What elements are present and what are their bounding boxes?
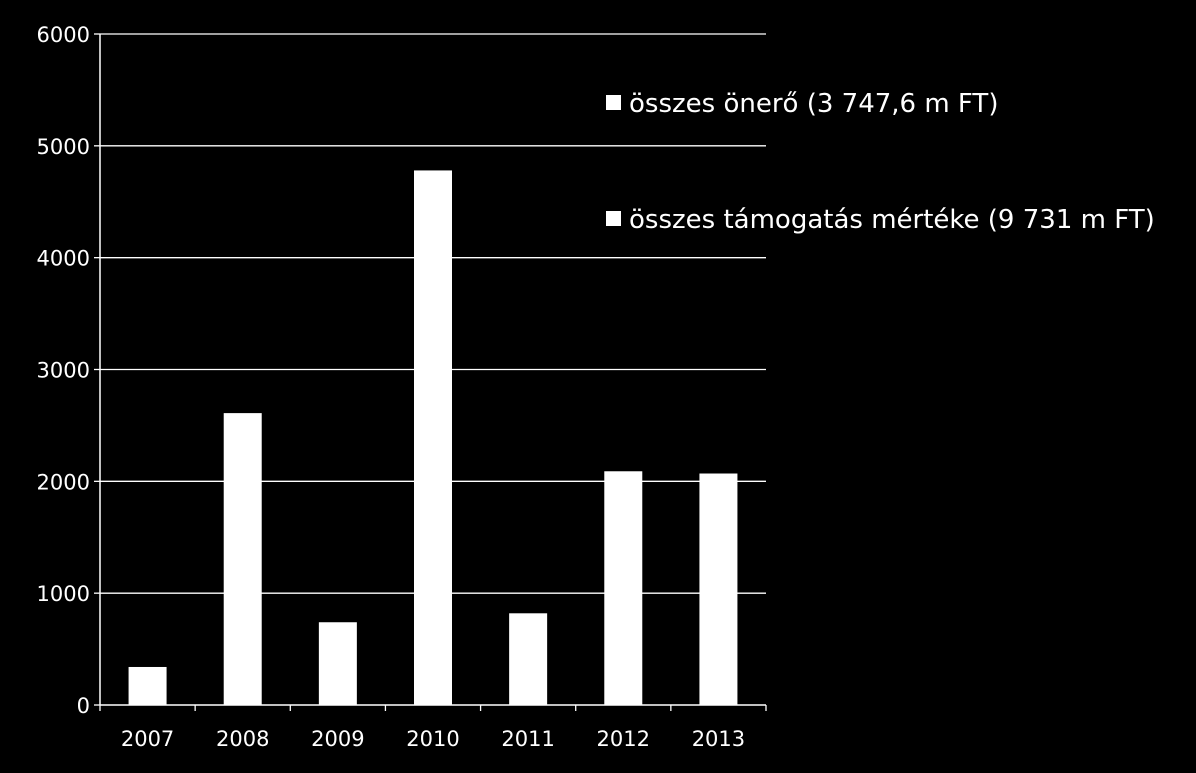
x-tick-label-2012: 2012 [597,727,650,751]
y-tick-label-6000: 6000 [37,23,90,47]
bar-2012 [604,471,643,705]
legend-swatch-onero [606,95,621,110]
y-tick-label-1000: 1000 [37,582,90,606]
y-axis-ticks: 0 1000 2000 3000 4000 5000 6000 [37,23,100,718]
y-tick-label-0: 0 [77,694,90,718]
y-tick-label-5000: 5000 [37,135,90,159]
y-tick-label-4000: 4000 [37,247,90,271]
legend-label-tamogatas: összes támogatás mértéke (9 731 m FT) [629,205,1155,235]
x-tick-label-2013: 2013 [692,727,745,751]
x-tick-label-2009: 2009 [311,727,364,751]
x-tick-label-2008: 2008 [216,727,269,751]
legend-label-onero: összes önerő (3 747,6 m FT) [629,89,998,119]
bar-2010 [414,170,452,706]
y-tick-label-2000: 2000 [37,470,90,494]
legend-swatch-tamogatas [606,211,621,226]
x-tick-label-2007: 2007 [121,727,174,751]
y-tick-label-3000: 3000 [37,359,90,383]
legend: összes önerő (3 747,6 m FT) összes támog… [606,89,1155,235]
x-tick-label-2011: 2011 [501,727,554,751]
bar-2011 [509,613,548,705]
bar-2013 [699,473,738,705]
bars [128,170,738,706]
x-tick-label-2010: 2010 [406,727,459,751]
bar-2009 [318,622,357,705]
bar-2007 [128,666,167,705]
x-axis-ticks: 2007 2008 2009 2010 2011 2012 2013 [99,705,767,751]
bar-2008 [223,413,262,705]
